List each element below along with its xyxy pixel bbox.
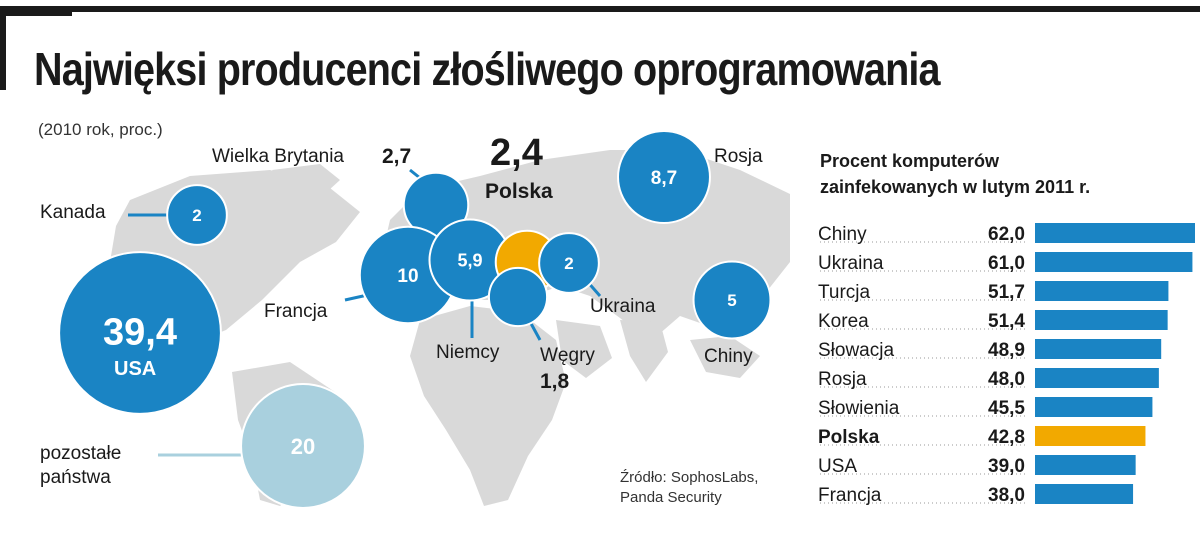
bubble-label-kanada: Kanada [40, 202, 106, 223]
bar-ukraina [1035, 252, 1193, 272]
arabia-shape [556, 320, 612, 378]
bar-category-rosja: Rosja [818, 369, 867, 390]
bar-value-słowacja: 48,9 [988, 340, 1025, 361]
bubble-usa [58, 251, 222, 415]
source-note: Źródło: SophosLabs, Panda Security [620, 468, 800, 508]
bar-chart-title: Procent komputerów zainfekowanych w luty… [820, 148, 1200, 200]
bubble-label-chiny: Chiny [704, 346, 753, 367]
bar-usa [1035, 455, 1136, 475]
bar-value-chiny: 62,0 [988, 224, 1025, 245]
bubble-value-pozostałe-państwa: 20 [291, 434, 315, 459]
bubble-ukraina [538, 232, 600, 294]
bubble-value-wegry: 1,8 [540, 370, 570, 393]
bar-category-usa: USA [818, 456, 857, 477]
left-frame-rule [0, 6, 6, 90]
bubble-value-rosja: 8,7 [651, 168, 677, 189]
bar-słowacja [1035, 339, 1162, 359]
greenland-shape [272, 164, 340, 200]
frame-notch [0, 12, 72, 16]
bubble-label-francja: Francja [264, 301, 328, 322]
bar-polska [1035, 426, 1146, 446]
bar-francja [1035, 484, 1134, 504]
bar-turcja [1035, 281, 1169, 301]
bubble-value-wielka-brytania: 2,7 [382, 145, 412, 168]
bubble-label-niemcy: Niemcy [436, 342, 500, 363]
bubble-pozostałe-państwa [240, 383, 366, 509]
bar-value-słowienia: 45,5 [988, 398, 1025, 419]
bubble-label-usa: USA [114, 358, 157, 380]
bar-chart: Chiny 62,0 Ukraina 61,0 Turcja 51,7 Korea 51,4 S… [818, 223, 1195, 506]
bar-value-polska: 42,8 [988, 427, 1025, 448]
bubble-value-francja: 10 [397, 266, 418, 287]
bar-category-chiny: Chiny [818, 224, 867, 245]
bar-rosja [1035, 368, 1159, 388]
chart-title: Najwięksi producenci złośliwego oprogram… [34, 43, 941, 95]
bubble-value-niemcy: 5,9 [457, 250, 482, 270]
bubble-value-usa: 39,4 [103, 312, 177, 354]
bar-category-polska: Polska [818, 427, 880, 448]
india-shape [620, 320, 668, 382]
bubble-label-wegry: Węgry [540, 345, 595, 366]
bar-category-ukraina: Ukraina [818, 253, 884, 274]
bubble-value-chiny: 5 [727, 291, 736, 310]
africa-shape [410, 306, 566, 506]
sea-asia-shape [690, 336, 760, 378]
bar-category-korea: Korea [818, 311, 869, 332]
bar-category-francja: Francja [818, 485, 882, 506]
bubble-series: 39,4 2 10 5,9 2 8,7 5 20 [58, 130, 772, 509]
source-line-1: Źródło: SophosLabs, [620, 469, 759, 486]
bar-value-ukraina: 61,0 [988, 253, 1025, 274]
bubble-label-pozostale-line2: państwa [40, 467, 111, 488]
bar-value-turcja: 51,7 [988, 282, 1025, 303]
bubble-label-pozostale-line1: pozostałe [40, 443, 122, 464]
bubble-kanada [166, 184, 228, 246]
bubble-label-wielka-brytania: Wielka Brytania [212, 146, 344, 167]
bar-value-francja: 38,0 [988, 485, 1025, 506]
bar-category-turcja: Turcja [818, 282, 871, 303]
source-line-2: Panda Security [620, 489, 722, 506]
bar-korea [1035, 310, 1168, 330]
bubble-label-rosja: Rosja [714, 146, 763, 167]
bubble-map: 39,4 2 10 5,9 2 8,7 5 20 [58, 130, 790, 509]
bar-category-słowienia: Słowienia [818, 398, 900, 419]
bubble-label-ukraina: Ukraina [590, 296, 656, 317]
bubble-chiny [692, 260, 772, 340]
bubble-węgry [487, 266, 549, 328]
bubble-rosja [617, 130, 711, 224]
bubble-value-kanada: 2 [192, 206, 201, 225]
bar-title-line-1: Procent komputerów [820, 151, 1000, 171]
chart-subtitle: (2010 rok, proc.) [38, 120, 163, 139]
bar-value-korea: 51,4 [988, 311, 1025, 332]
bubble-label-polska: Polska [485, 180, 553, 203]
top-frame-rule [0, 6, 1200, 12]
bar-value-usa: 39,0 [988, 456, 1025, 477]
bar-słowienia [1035, 397, 1153, 417]
bar-chiny [1035, 223, 1195, 243]
bar-category-słowacja: Słowacja [818, 340, 894, 361]
bar-title-line-2: zainfekowanych w lutym 2011 r. [820, 177, 1091, 197]
bubble-value-polska: 2,4 [490, 132, 543, 174]
bar-value-rosja: 48,0 [988, 369, 1025, 390]
bubble-value-ukraina: 2 [564, 254, 573, 273]
